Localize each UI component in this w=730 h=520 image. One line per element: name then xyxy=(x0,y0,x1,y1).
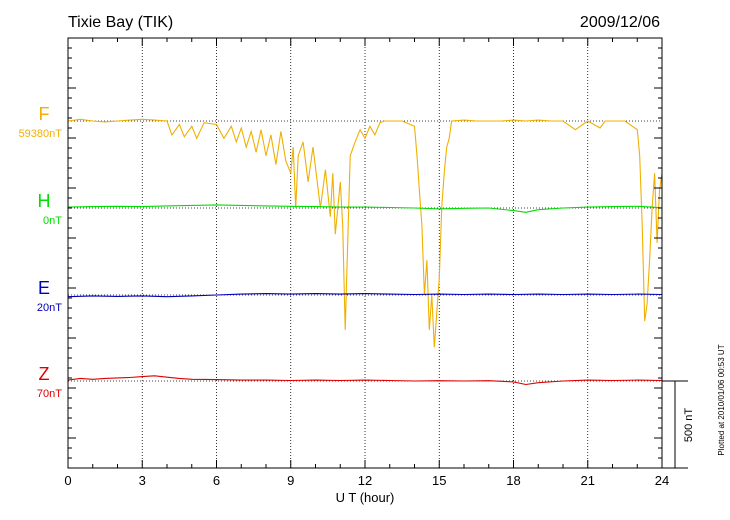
series-line-z xyxy=(67,375,663,386)
chart-title: Tixie Bay (TIK) xyxy=(68,14,173,31)
plot-footnote: Plotted at 2010/01/06 00:53 UT xyxy=(717,344,726,455)
series-baseline-e: 20nT xyxy=(37,302,62,314)
x-tick-label: 3 xyxy=(139,473,146,488)
x-tick-label: 6 xyxy=(213,473,220,488)
scale-bar: 500 nT xyxy=(662,380,695,469)
x-tick-label: 18 xyxy=(506,473,520,488)
series-line-f xyxy=(67,118,663,348)
x-tick-label: 24 xyxy=(655,473,669,488)
series-name-e: E xyxy=(38,278,50,298)
series-name-z: Z xyxy=(39,364,50,384)
series-lines xyxy=(67,118,663,386)
series-name-f: F xyxy=(39,104,50,124)
x-tick-label: 21 xyxy=(581,473,595,488)
x-tick-label: 9 xyxy=(287,473,294,488)
series-baseline-f: 59380nT xyxy=(19,128,63,140)
axis-ticks: 0 3 6 9 12 15 18 21 24 xyxy=(64,38,669,488)
x-axis-label: U T (hour) xyxy=(336,490,395,505)
x-tick-label: 0 xyxy=(64,473,71,488)
series-baseline-z: 70nT xyxy=(37,388,62,400)
series-name-h: H xyxy=(38,191,51,211)
series-labels: F 59380nT H 0nT E 20nT Z 70nT xyxy=(19,104,63,400)
series-baseline-h: 0nT xyxy=(43,215,62,227)
plot-frame xyxy=(67,37,663,469)
x-tick-label: 12 xyxy=(358,473,372,488)
chart-date: 2009/12/06 xyxy=(580,14,660,31)
scale-bar-label: 500 nT xyxy=(683,408,695,443)
series-line-e xyxy=(67,293,663,298)
x-tick-label: 15 xyxy=(432,473,446,488)
series-line-h xyxy=(67,204,663,213)
grid xyxy=(68,38,662,468)
